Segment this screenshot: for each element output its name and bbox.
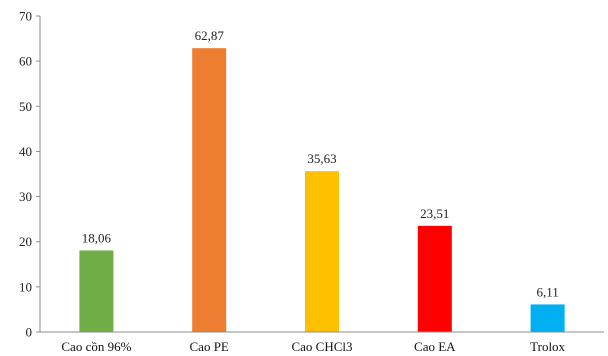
- x-category-label: Cao CHCl3: [291, 339, 352, 354]
- bar-value-label: 62,87: [195, 28, 225, 43]
- bar-value-label: 18,06: [82, 230, 112, 245]
- bar: [305, 171, 339, 332]
- y-tick-label: 20: [19, 234, 32, 249]
- y-tick-label: 30: [19, 189, 32, 204]
- y-tick-label: 0: [26, 325, 33, 340]
- y-tick-label: 40: [19, 144, 32, 159]
- y-tick-label: 10: [19, 279, 32, 294]
- bar-value-label: 6,11: [536, 284, 558, 299]
- bar: [192, 48, 227, 332]
- x-category-label: Cao cồn 96%: [61, 339, 131, 354]
- bar: [79, 250, 114, 332]
- x-axis: Cao cồn 96% Cao PE Cao CHCl3 Cao EA Trolox: [40, 331, 604, 354]
- bar: [417, 225, 452, 332]
- y-axis: 0 10 20 30 40 50 60 70: [19, 9, 41, 340]
- x-category-label: Cao PE: [190, 339, 229, 354]
- x-category-label: Cao EA: [414, 339, 456, 354]
- data-labels: 18,06 62,87 35,63 23,51 6,11: [82, 28, 559, 299]
- bar-value-label: 35,63: [307, 151, 336, 166]
- bar: [530, 304, 565, 332]
- bar-value-label: 23,51: [420, 206, 449, 221]
- bar-series: [79, 48, 565, 332]
- y-tick-label: 60: [19, 54, 32, 69]
- y-tick-label: 50: [19, 99, 32, 114]
- y-tick-label: 70: [19, 9, 32, 24]
- x-category-label: Trolox: [530, 339, 565, 354]
